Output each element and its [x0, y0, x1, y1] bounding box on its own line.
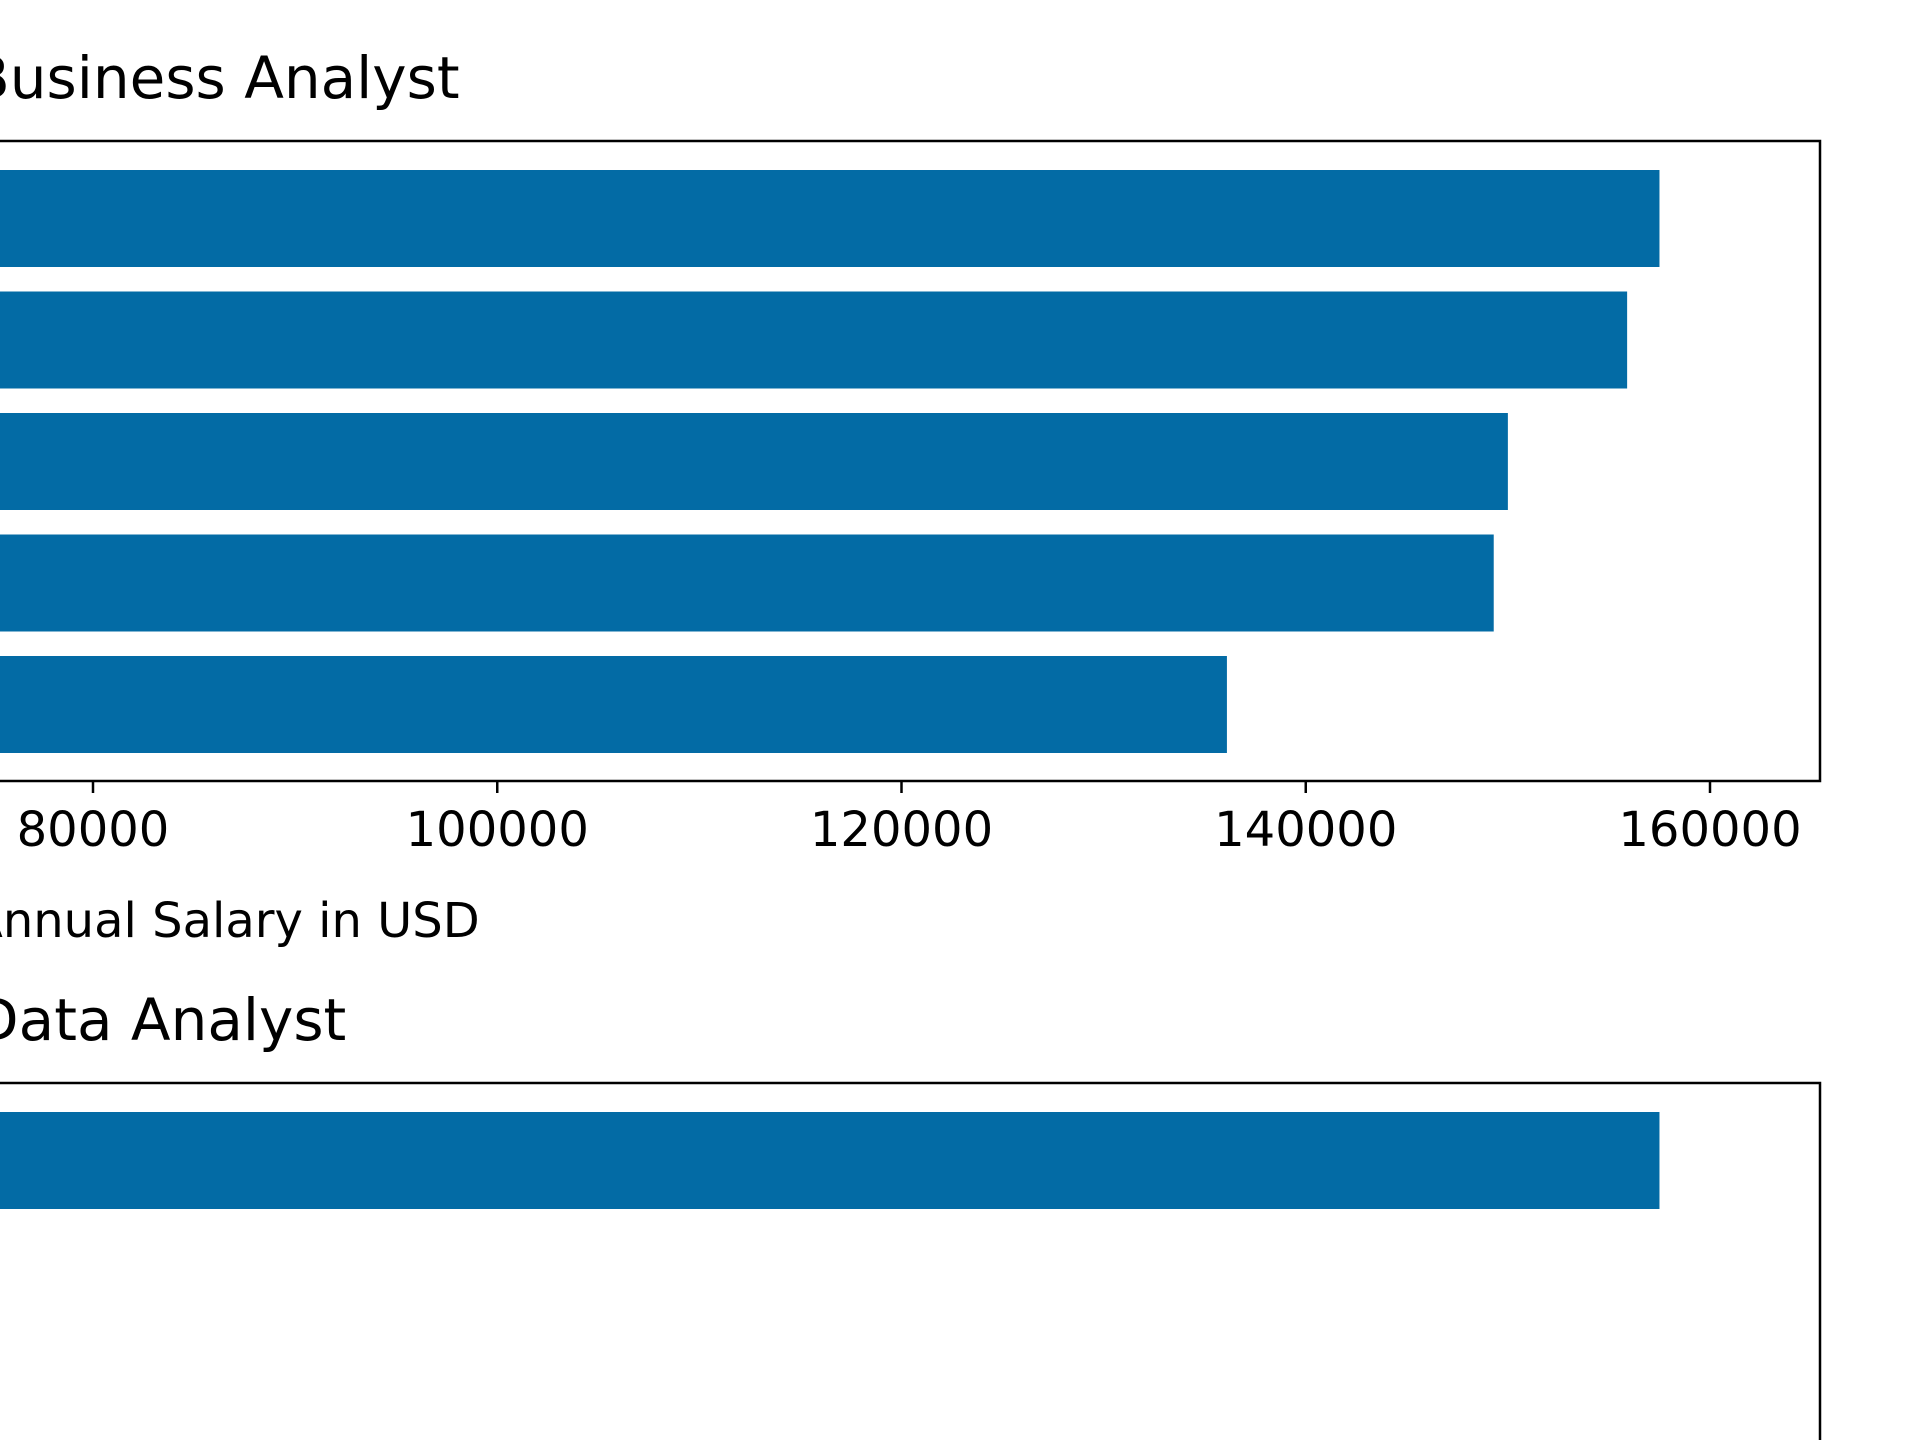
business-analyst-x-axis-label: Annual Salary in USD — [0, 893, 480, 949]
salary-bar — [0, 656, 1227, 753]
salary-bar — [0, 413, 1508, 510]
x-tick-label: 80000 — [17, 802, 170, 858]
salary-bar — [0, 291, 1628, 389]
salary-bar — [0, 170, 1660, 267]
business-analyst-axes-frame — [0, 139, 1822, 783]
data-analyst-panel: Data Analyst — [0, 986, 1822, 1440]
business-analyst-panel: Business Analyst 80000 100000 120000 140000… — [0, 44, 1822, 949]
x-tick-label: 140000 — [1214, 802, 1397, 858]
data-analyst-bars — [0, 1112, 1660, 1209]
x-tick-label: 100000 — [406, 802, 589, 858]
business-analyst-x-axis: 80000 100000 120000 140000 160000 — [17, 781, 1802, 858]
salary-bar — [0, 534, 1494, 632]
x-tick-label: 160000 — [1618, 802, 1801, 858]
data-analyst-axes-frame — [0, 1081, 1822, 1440]
business-analyst-title: Business Analyst — [0, 44, 460, 112]
x-tick-label: 120000 — [810, 802, 993, 858]
business-analyst-bars — [0, 170, 1660, 753]
salary-bar — [0, 1112, 1660, 1209]
data-analyst-title: Data Analyst — [0, 986, 346, 1054]
